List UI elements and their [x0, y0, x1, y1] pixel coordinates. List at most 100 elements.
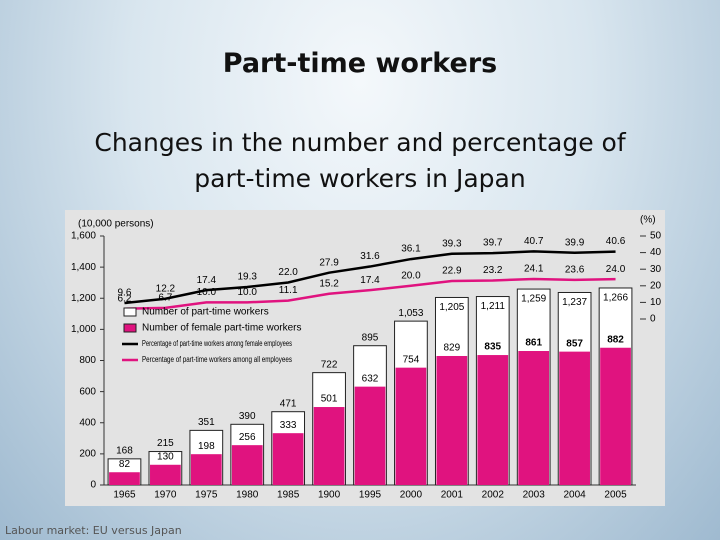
data-label: 12.2 — [156, 283, 176, 294]
y-axis-label: (10,000 persons) — [78, 219, 154, 230]
data-label: 1,259 — [521, 294, 546, 305]
data-label: 861 — [525, 338, 542, 349]
data-label: 1,205 — [439, 302, 464, 313]
data-label: 754 — [403, 354, 420, 365]
legend-label: Percentage of part-time workers among al… — [142, 355, 292, 364]
data-label: 1,237 — [562, 297, 587, 308]
data-label: 471 — [280, 398, 297, 409]
x-tick-label: 1970 — [154, 490, 177, 501]
legend-swatch — [123, 307, 137, 317]
x-tick-label: 1975 — [195, 490, 218, 501]
data-label: 6.7 — [158, 293, 172, 304]
data-label: 40.7 — [524, 236, 544, 247]
data-label: 835 — [484, 342, 501, 353]
y2-tick-label: 50 — [650, 231, 662, 242]
y-tick-label: 1,200 — [71, 293, 96, 304]
y-tick-label: 200 — [79, 449, 96, 460]
data-label: 82 — [119, 459, 131, 470]
data-label: 215 — [157, 438, 174, 449]
data-label: 857 — [566, 338, 583, 349]
data-label: 27.9 — [319, 257, 339, 268]
y-tick-label: 1,600 — [71, 231, 96, 242]
data-label: 22.0 — [278, 267, 298, 278]
bar — [150, 464, 181, 485]
y-tick-label: 400 — [79, 417, 96, 428]
x-tick-label: 1965 — [113, 490, 136, 501]
data-label: 198 — [198, 441, 215, 452]
x-tick-label: 2003 — [523, 490, 546, 501]
x-tick-label: 2000 — [400, 490, 423, 501]
bar — [559, 351, 590, 485]
data-label: 24.0 — [606, 264, 626, 275]
data-label: 36.1 — [401, 244, 421, 255]
y2-tick-label: 40 — [650, 247, 662, 258]
data-label: 1,211 — [481, 301, 506, 312]
data-label: 333 — [280, 420, 297, 431]
bar — [354, 386, 386, 485]
data-label: 632 — [362, 373, 379, 384]
x-tick-label: 2005 — [604, 490, 627, 501]
y2-axis-label: (%) — [640, 215, 656, 226]
y-tick-label: 1,000 — [71, 324, 96, 335]
bar — [190, 454, 222, 485]
bar — [395, 367, 427, 485]
x-tick-label: 1995 — [359, 490, 382, 501]
data-label: 882 — [607, 334, 624, 345]
line — [124, 277, 616, 310]
data-label: 9.6 — [118, 288, 132, 299]
data-label: 390 — [239, 411, 256, 422]
data-label: 23.2 — [483, 265, 503, 276]
y2-tick-label: 10 — [650, 297, 662, 308]
y-tick-label: 800 — [79, 355, 96, 366]
data-label: 23.6 — [565, 264, 585, 275]
data-label: 130 — [157, 451, 174, 462]
legend-swatch — [123, 323, 137, 333]
data-label: 10.0 — [197, 287, 217, 298]
y-tick-label: 600 — [79, 386, 96, 397]
bar — [272, 433, 304, 485]
slide-subtitle: part-time workers in Japan — [194, 164, 526, 193]
data-label: 168 — [116, 445, 133, 456]
data-label: 10.0 — [237, 287, 257, 298]
x-tick-label: 1985 — [277, 490, 300, 501]
y-tick-label: 1,400 — [71, 262, 96, 273]
data-label: 40.6 — [606, 236, 626, 247]
bar — [231, 445, 263, 485]
bar — [109, 472, 140, 485]
data-label: 895 — [362, 332, 379, 343]
bar — [518, 351, 550, 485]
data-label: 39.3 — [442, 238, 462, 249]
bar — [600, 347, 631, 485]
bar — [477, 355, 509, 485]
data-label: 829 — [444, 343, 461, 354]
data-label: 501 — [321, 394, 338, 405]
y2-tick-label: 30 — [650, 264, 662, 275]
y2-tick-label: 20 — [650, 280, 662, 291]
data-label: 17.4 — [360, 275, 380, 286]
legend-label: Number of part-time workers — [142, 307, 269, 318]
data-label: 11.1 — [279, 285, 298, 296]
data-label: 6.2 — [118, 293, 132, 304]
data-label: 24.1 — [524, 264, 544, 275]
data-label: 15.2 — [319, 278, 339, 289]
data-label: 722 — [321, 359, 338, 370]
data-label: 1,266 — [603, 293, 628, 304]
data-label: 17.4 — [197, 275, 217, 286]
line — [124, 250, 616, 305]
data-label: 20.0 — [401, 270, 421, 281]
data-label: 31.6 — [360, 251, 380, 262]
x-tick-label: 2001 — [441, 490, 464, 501]
data-label: 19.3 — [237, 272, 257, 283]
data-label: 351 — [198, 417, 215, 428]
data-label: 39.9 — [565, 237, 585, 248]
data-label: 256 — [239, 432, 256, 443]
y-tick-label: 0 — [90, 480, 96, 491]
slide-title: Part-time workers — [222, 48, 498, 79]
x-tick-label: 2004 — [563, 490, 586, 501]
legend-label: Percentage of part-time workers among fe… — [142, 339, 292, 348]
bar — [313, 407, 345, 485]
x-tick-label: 1980 — [236, 490, 259, 501]
legend-label: Number of female part-time workers — [142, 323, 302, 334]
